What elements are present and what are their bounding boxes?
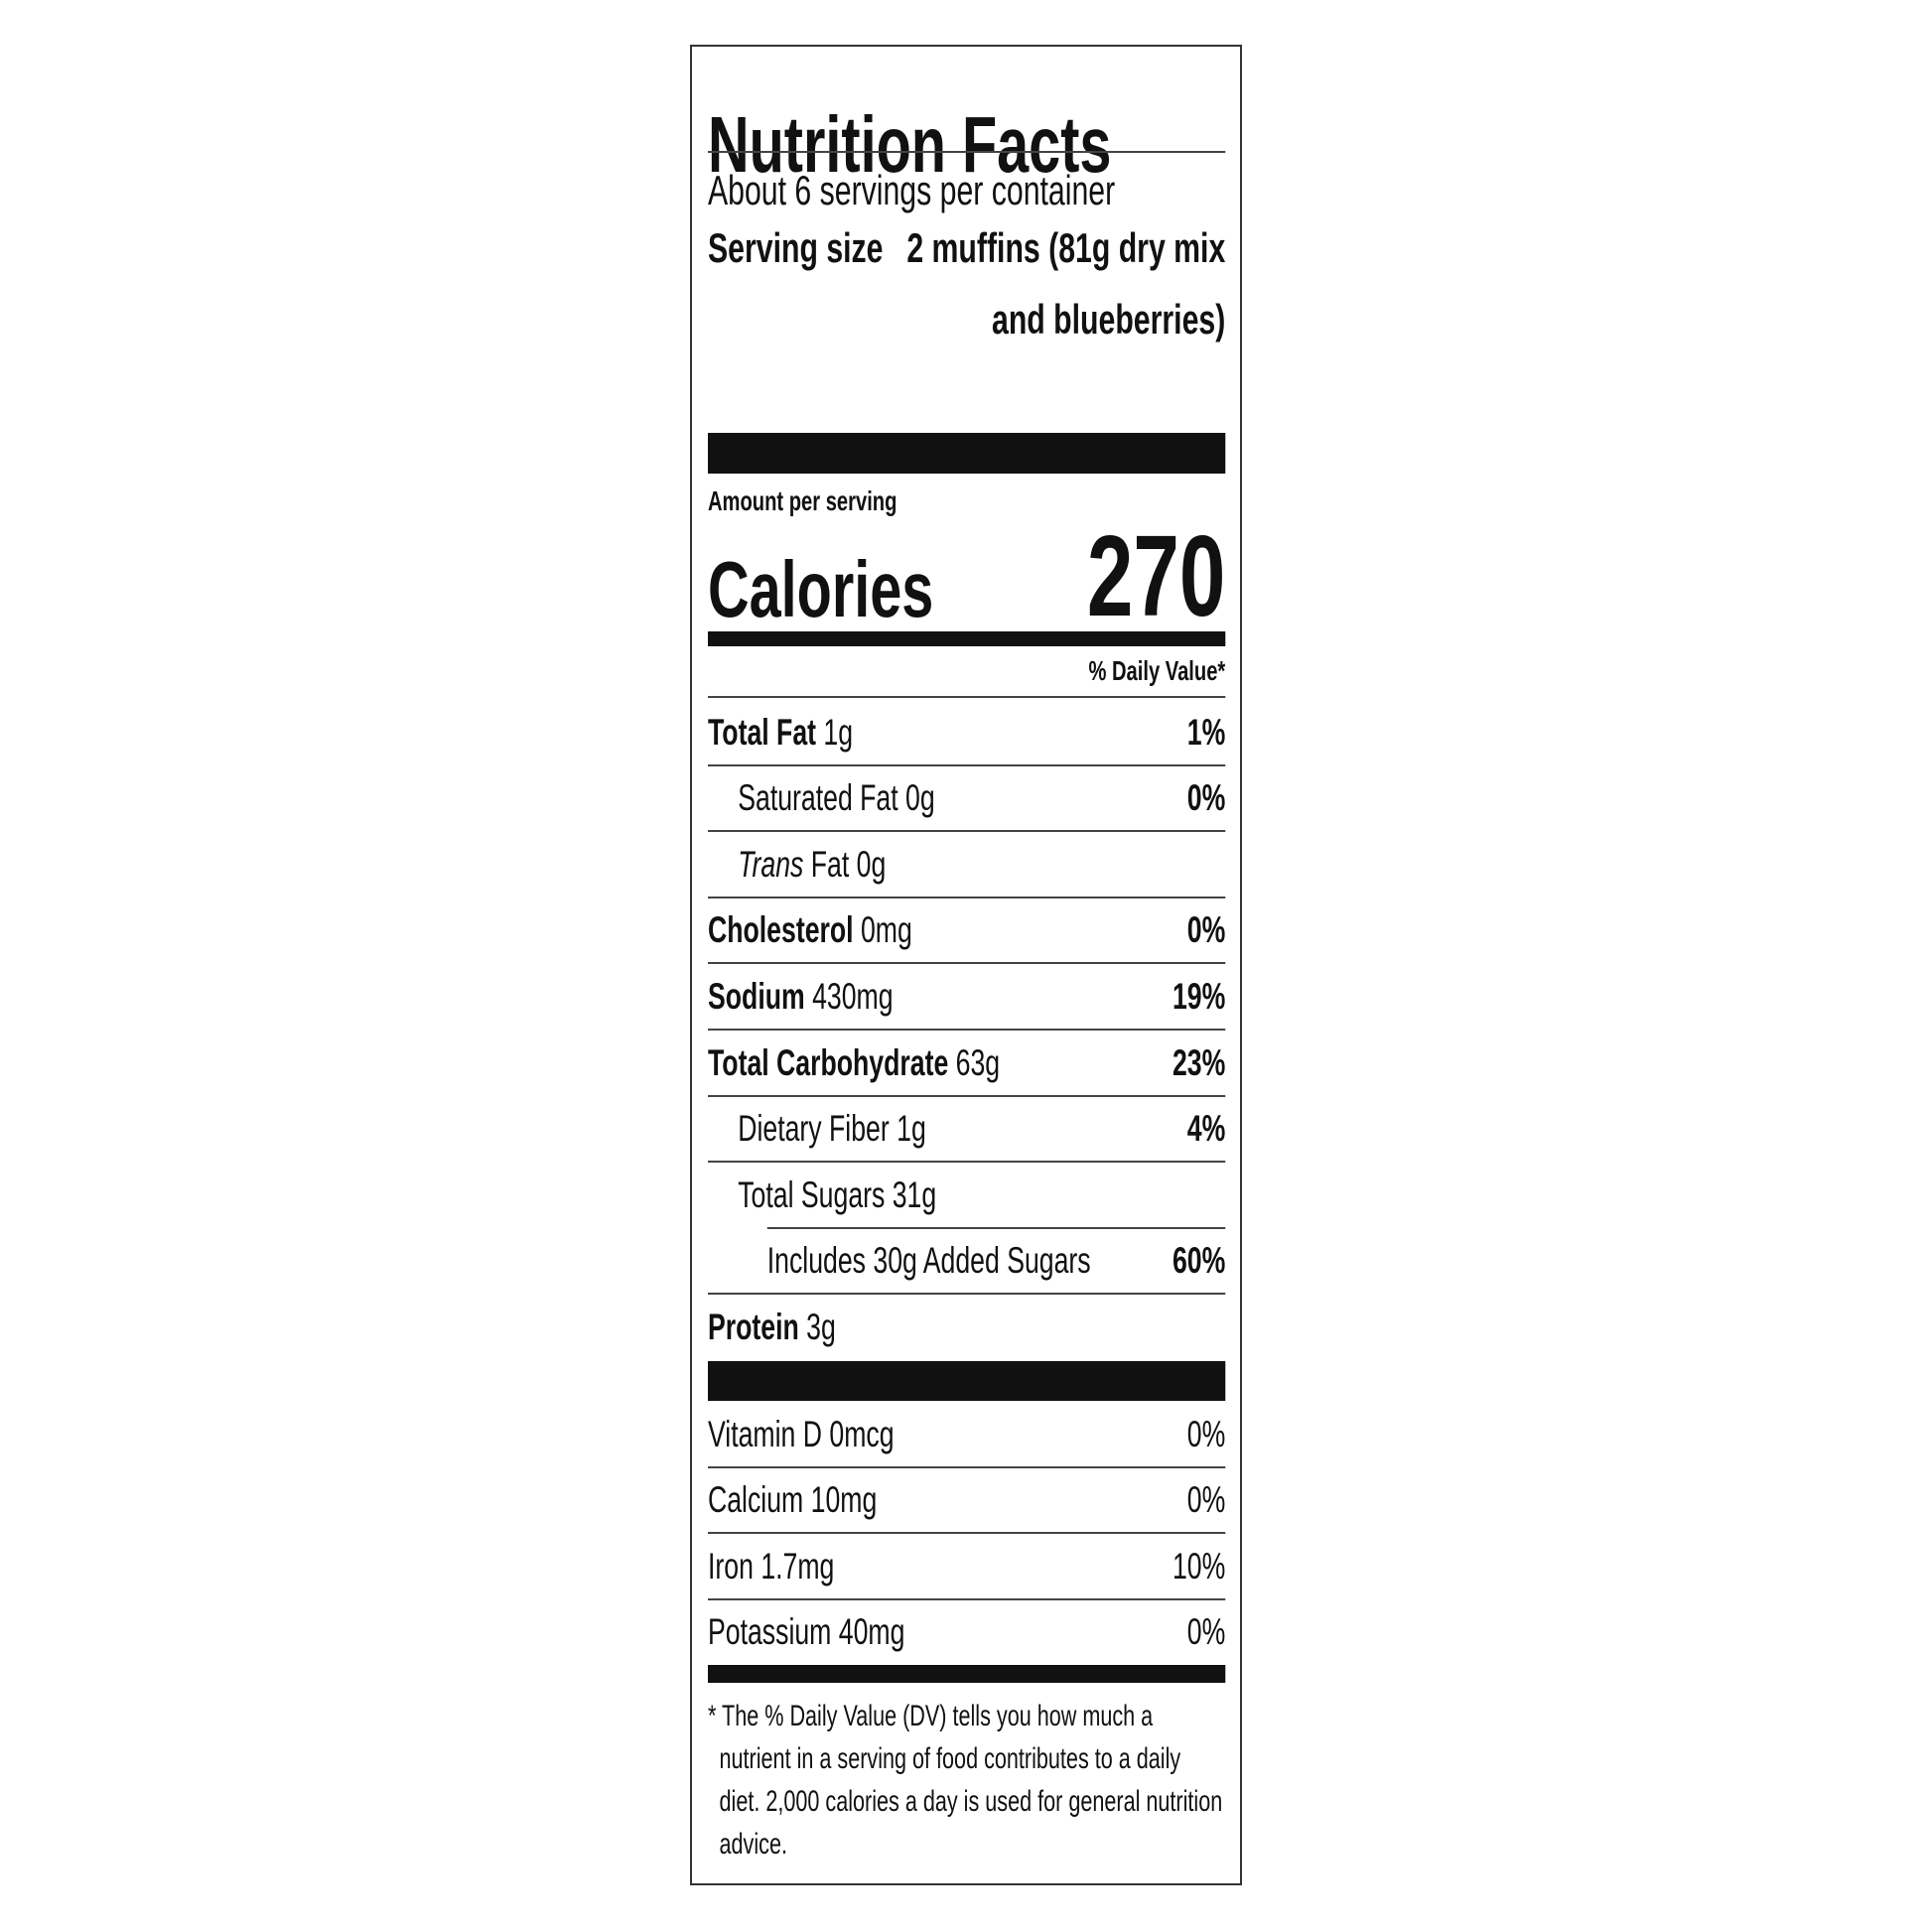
nutrient-name: Total Fat [708,711,817,753]
daily-value-header: % Daily Value* [1088,655,1226,686]
nutrient-dv: 60% [1172,1240,1226,1282]
nutrient-amount: 1g [897,1108,926,1150]
nutrient-amount: 430mg [812,975,894,1017]
vitamin-label: Vitamin D 0mcg [708,1414,1187,1455]
nutrient-label: Protein 3g [708,1307,1225,1348]
nutrient-row: Includes 30g Added Sugars 60% [767,1228,1226,1295]
row-rule [708,1029,1226,1031]
medium-bar [708,631,1226,646]
thick-bar [708,1361,1226,1401]
serving-size-label: Serving size [708,224,884,271]
vitamin-row: Iron 1.7mg 10% [708,1533,1225,1599]
nutrient-amount: 0mg [860,909,912,951]
vitamin-dv: 0% [1186,1413,1226,1454]
nutrient-row: Trans Fat 0g [738,831,1225,897]
row-rule [708,830,1226,833]
nutrient-dv: 1% [1186,711,1226,753]
nutrient-name: Total Carbohydrate [708,1041,949,1083]
nutrient-label: Cholesterol 0mg [708,909,1187,951]
nutrient-name: Includes 30g Added Sugars [766,1240,1091,1282]
row-rule [708,896,1226,898]
nutrient-name: Protein [708,1306,799,1347]
nutrient-row: Cholesterol 0mg 0% [708,897,1225,964]
row-rule [708,1094,1226,1097]
vitamin-name: Calcium [708,1479,804,1521]
nutrient-name: Cholesterol [708,909,854,951]
thick-bar [708,433,1226,474]
nutrient-amount: 63g [955,1041,1001,1083]
row-rule [708,1161,1226,1164]
serving-size: Serving size 2 muffins (81g dry mix and … [708,212,1225,355]
vitamin-label: Potassium 40mg [708,1611,1187,1653]
rule [708,151,1226,153]
nutrient-row: Total Carbohydrate 63g 23% [708,1030,1225,1096]
vitamin-name: Iron [708,1545,754,1587]
vitamin-dv: 10% [1172,1545,1226,1587]
nutrient-label: Sodium 430mg [708,976,1173,1018]
nutrient-name: Total Sugars [738,1173,886,1215]
vitamin-dv: 0% [1186,1611,1226,1653]
nutrient-name-italic: Trans [738,843,804,885]
calories-value: 270 [1086,511,1226,640]
nutrient-dv: 0% [1186,777,1226,819]
vitamin-label: Iron 1.7mg [708,1546,1173,1587]
nutrient-row: Total Fat 1g 1% [708,699,1225,765]
row-rule [708,1465,1226,1468]
vitamin-dv: 0% [1186,1479,1226,1521]
footnote: * The % Daily Value (DV) tells you how m… [708,1700,1223,1861]
nutrient-label: Total Sugars 31g [738,1174,1225,1216]
calories-label: Calories [708,545,934,633]
nutrient-label: Trans Fat 0g [738,844,1225,886]
vitamin-row: Potassium 40mg 0% [708,1599,1225,1666]
nutrient-row: Dietary Fiber 1g 4% [738,1096,1225,1163]
vitamin-name: Vitamin D [708,1413,822,1454]
medium-bar [708,1665,1226,1683]
nutrient-dv: 23% [1172,1041,1226,1083]
nutrient-name: Saturated Fat [738,777,898,819]
vitamin-amount: 40mg [838,1611,905,1653]
row-rule [708,962,1226,965]
nutrient-label: Total Fat 1g [708,712,1187,754]
row-rule [708,1293,1226,1296]
nutrient-amount: 0g [856,843,887,885]
label-content: Nutrition Facts About 6 servings per con… [708,47,1226,1883]
nutrient-dv: 4% [1186,1108,1226,1150]
nutrient-label: Total Carbohydrate 63g [708,1042,1173,1084]
nutrient-label: Includes 30g Added Sugars [767,1240,1173,1282]
nutrition-label: Nutrition Facts About 6 servings per con… [690,45,1242,1885]
row-rule [708,1532,1226,1535]
nutrient-row: Sodium 430mg 19% [708,963,1225,1030]
vitamin-row: Calcium 10mg 0% [708,1467,1225,1534]
row-rule [708,763,1226,766]
servings: About 6 servings per container [708,167,1116,213]
row-rule [708,1597,1226,1600]
rule [708,696,1226,698]
nutrient-name: Sodium [708,975,805,1017]
nutrient-row: Total Sugars 31g [738,1162,1225,1228]
nutrient-dv: 0% [1186,909,1226,951]
vitamin-amount: 10mg [810,1479,878,1521]
nutrient-label: Saturated Fat 0g [738,777,1187,819]
amount-per-serving: Amount per serving [708,485,897,516]
title: Nutrition Facts [708,100,1112,189]
nutrient-amount: 31g [892,1173,937,1215]
vitamin-name: Potassium [708,1611,832,1653]
nutrient-row: Saturated Fat 0g 0% [738,765,1225,832]
vitamin-amount: 0mcg [829,1413,895,1454]
serving-size-value: 2 muffins (81g dry mix and blueberries) [906,224,1226,343]
nutrient-dv: 19% [1172,975,1226,1017]
row-rule [766,1226,1226,1229]
nutrient-name: Dietary Fiber [738,1108,890,1150]
vitamin-amount: 1.7mg [760,1545,835,1587]
nutrient-label: Dietary Fiber 1g [738,1108,1187,1150]
nutrient-row: Protein 3g [708,1294,1225,1360]
vitamin-row: Vitamin D 0mcg 0% [708,1401,1225,1467]
nutrient-amount: 0g [905,777,935,819]
nutrient-amount: 3g [806,1306,836,1347]
nutrient-name: Fat [810,843,850,885]
nutrient-amount: 1g [823,711,854,753]
vitamin-label: Calcium 10mg [708,1479,1187,1521]
